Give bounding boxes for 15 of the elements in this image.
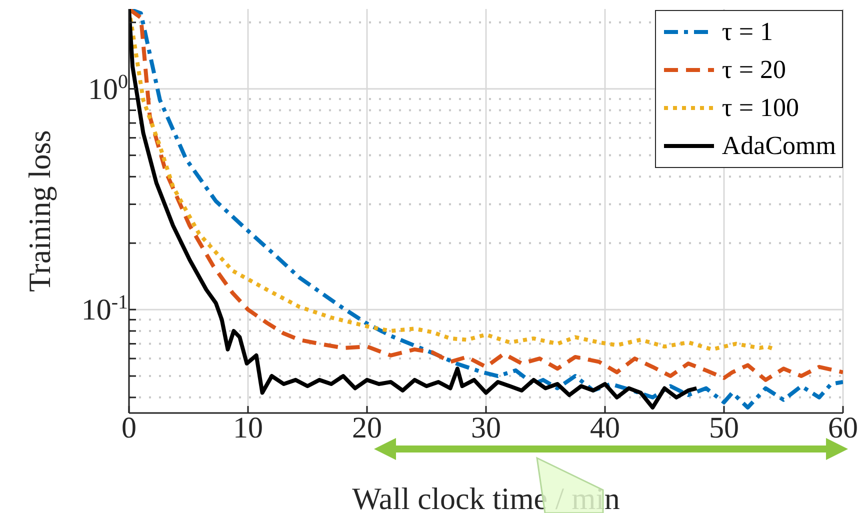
x-tick-label: 40 — [590, 411, 620, 444]
legend-label: τ = 100 — [722, 93, 800, 123]
x-tick-label: 10 — [233, 411, 263, 444]
x-tick-label: 30 — [471, 411, 501, 444]
x-tick-label: 20 — [352, 411, 382, 444]
x-tick-label: 60 — [828, 411, 858, 444]
x-tick-label: 50 — [709, 411, 739, 444]
y-axis-title: Training loss — [22, 130, 58, 292]
legend-label: τ = 1 — [722, 17, 774, 47]
legend-label: τ = 20 — [722, 55, 786, 85]
y-tick-label: 10$^{0}$ — [88, 70, 128, 106]
y-tick-label: 10$^{-1}$ — [81, 292, 128, 327]
legend-label: AdaComm — [722, 131, 836, 161]
x-tick-label: 0 — [122, 411, 136, 444]
line-series — [129, 9, 699, 410]
